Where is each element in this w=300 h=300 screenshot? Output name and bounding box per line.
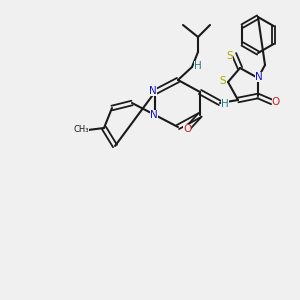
Text: N: N (150, 110, 158, 120)
Text: N: N (255, 72, 263, 82)
Text: H: H (221, 99, 229, 109)
Text: S: S (220, 76, 226, 86)
Text: CH₃: CH₃ (73, 125, 89, 134)
Text: O: O (183, 124, 191, 134)
Text: O: O (272, 97, 280, 107)
Text: S: S (227, 51, 233, 61)
Text: H: H (194, 61, 202, 71)
Text: N: N (149, 86, 157, 96)
